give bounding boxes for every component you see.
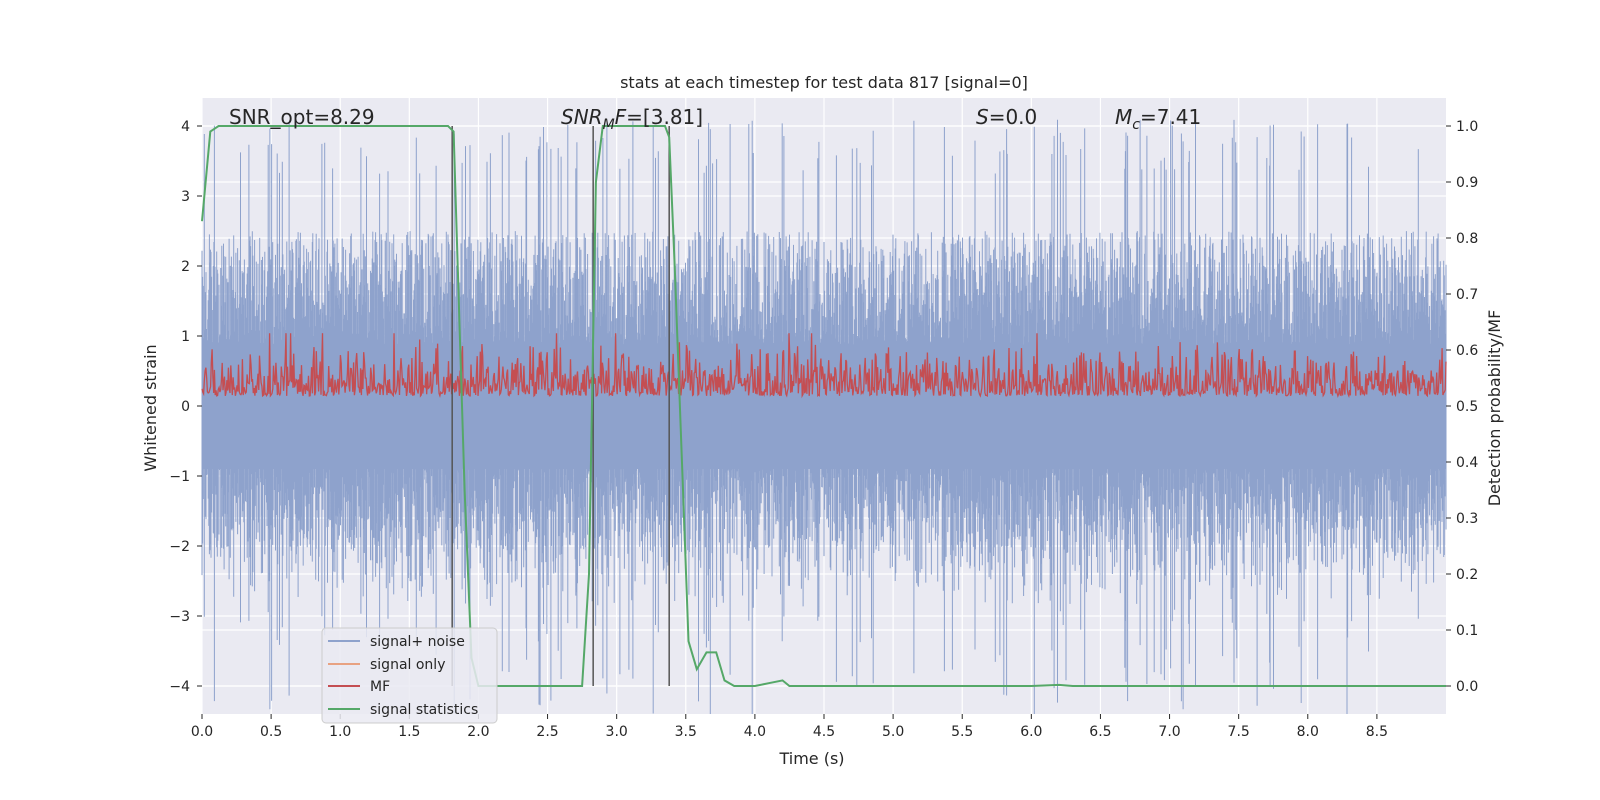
x-tick-label: 1.0 — [329, 724, 351, 740]
x-tick-label: 0.5 — [260, 724, 282, 740]
annotation-s: S=0.0 — [976, 105, 1037, 129]
annotation-snr-mf: SNRMF=[3.81] — [561, 105, 703, 133]
x-tick-label: 4.0 — [744, 724, 766, 740]
y-tick-label: 0 — [181, 399, 190, 415]
y-tick-label: 3 — [181, 189, 190, 205]
y2-tick-label: 0.1 — [1456, 623, 1478, 639]
y-tick-label: −2 — [169, 539, 190, 555]
x-tick-label: 3.5 — [675, 724, 697, 740]
x-tick-label: 2.0 — [467, 724, 489, 740]
annotation-mc: Mc=7.41 — [1115, 105, 1201, 133]
x-tick-label: 6.0 — [1020, 724, 1042, 740]
y2-tick-label: 0.6 — [1456, 343, 1478, 359]
y2-tick-label: 0.7 — [1456, 287, 1478, 303]
x-axis-label: Time (s) — [778, 749, 844, 768]
x-tick-label: 4.5 — [813, 724, 835, 740]
y-tick-label: 2 — [181, 259, 190, 275]
y2-tick-label: 0.8 — [1456, 231, 1478, 247]
annotation-snr-opt: SNR_opt=8.29 — [229, 105, 375, 129]
y-tick-label: 4 — [181, 119, 190, 135]
y-tick-label: −1 — [169, 469, 190, 485]
axes: 0.0 0.5 1.0 1.5 2.0 2.5 3.0 3.5 4.0 4.5 5.0 5.5 6.0 6… — [169, 119, 1478, 740]
y2-tick-label: 0.2 — [1456, 567, 1478, 583]
y2-tick-label: 1.0 — [1456, 119, 1478, 135]
y-tick-label: −3 — [169, 609, 190, 625]
x-tick-label: 1.5 — [398, 724, 420, 740]
y2-tick-label: 0.9 — [1456, 175, 1478, 191]
y2-tick-label: 0.4 — [1456, 455, 1478, 471]
legend-label-mf: MF — [370, 679, 390, 695]
x-tick-label: 7.5 — [1228, 724, 1250, 740]
x-tick-label: 2.5 — [536, 724, 558, 740]
vertical-markers — [451, 126, 670, 686]
legend: signal+ noise signal only MF signal stat… — [321, 627, 498, 724]
legend-label-signal-statistics: signal statistics — [370, 702, 478, 718]
y-axis-label: Whitened strain — [141, 344, 160, 471]
legend-label-signal-only: signal only — [370, 657, 445, 673]
x-tick-label: 0.0 — [191, 724, 213, 740]
y2-tick-label: 0.0 — [1456, 679, 1478, 695]
series-signal-statistics — [201, 125, 1446, 687]
x-tick-label: 7.0 — [1158, 724, 1180, 740]
y2-tick-label: 0.3 — [1456, 511, 1478, 527]
x-tick-label: 5.5 — [951, 724, 973, 740]
x-tick-label: 6.5 — [1089, 724, 1111, 740]
legend-box — [321, 627, 498, 724]
chart-title: stats at each timestep for test data 817… — [620, 73, 1028, 92]
y-tick-label: −4 — [169, 679, 190, 695]
x-tick-label: 3.0 — [606, 724, 628, 740]
series-mf — [201, 333, 1447, 399]
y2-tick-label: 0.5 — [1456, 399, 1478, 415]
legend-label-signal-noise: signal+ noise — [370, 634, 465, 650]
mf-trace — [201, 333, 1447, 399]
y-tick-label: 1 — [181, 329, 190, 345]
x-tick-label: 5.0 — [882, 724, 904, 740]
signal-statistics-line — [201, 125, 1446, 687]
x-tick-label: 8.0 — [1297, 724, 1319, 740]
y2-axis-label: Detection probability/MF — [1485, 310, 1504, 507]
x-tick-label: 8.5 — [1366, 724, 1388, 740]
